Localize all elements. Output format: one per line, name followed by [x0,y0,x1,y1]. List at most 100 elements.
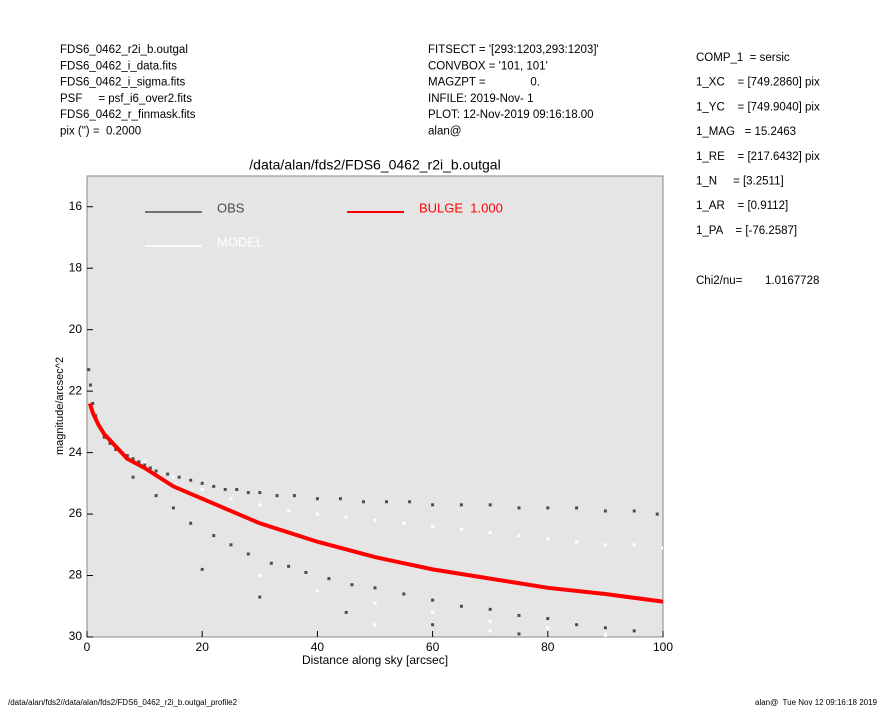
data-point [431,503,435,507]
data-point [661,546,663,550]
data-point [344,610,348,614]
data-point [87,368,91,372]
x-tick-label: 80 [541,640,555,654]
data-point [315,589,319,593]
data-point [137,460,141,464]
data-point [154,494,158,498]
header-left-line: FDS6_0462_r_finmask.fits [60,109,196,121]
data-point [575,623,579,627]
data-point [350,583,354,587]
y-tick-label: 28 [69,568,83,582]
data-point [373,518,377,522]
header-left-line: FDS6_0462_i_data.fits [60,60,177,72]
data-point [91,401,95,405]
data-point [385,500,389,504]
data-point [177,475,181,479]
data-point [200,567,204,571]
x-tick-label: 20 [196,640,210,654]
data-point [459,503,463,507]
data-point [575,540,579,544]
data-point [287,509,291,513]
data-point [632,543,636,547]
header-middle-line: FITSECT = '[293:1203,293:1203]' [428,44,599,56]
data-point [488,607,492,611]
y-tick-label: 18 [69,260,83,274]
data-point [287,564,291,568]
data-point [488,629,492,633]
header-left-line: FDS6_0462_i_sigma.fits [60,77,186,89]
data-point [361,500,365,504]
data-point [603,509,607,513]
header-middle-line: MAGZPT = 0. [428,77,540,89]
data-point [171,475,175,479]
footer-right: alan@ Tue Nov 12 09:16:18 2019 [755,698,878,707]
header-right-line: 1_MAG = 15.2463 [696,126,796,138]
x-axis-label: Distance along sky [arcsec] [302,653,448,667]
data-point [246,491,250,495]
data-point [655,512,659,516]
data-point [546,626,550,630]
data-point [373,601,377,605]
data-point [166,472,170,476]
data-point [315,497,319,501]
x-tick-label: 60 [426,640,440,654]
data-point [171,506,175,510]
x-tick-label: 40 [311,640,325,654]
chi2-value: 1.0167728 [765,275,819,287]
data-point [402,592,406,596]
y-tick-label: 16 [69,199,83,213]
data-point [408,500,412,504]
data-point [338,497,342,501]
data-point [212,534,216,538]
data-point [517,506,521,510]
data-point [235,487,239,491]
y-axis-label: magnitude/arcsec^2 [54,357,66,455]
data-point [517,534,521,538]
data-point [459,527,463,531]
y-tick-label: 22 [69,383,83,397]
data-point [632,629,636,633]
data-point [275,494,279,498]
plot-marks [87,368,663,637]
data-point [125,454,129,458]
plot-area [86,175,664,638]
data-point [131,475,135,479]
data-point [269,561,273,565]
data-point [431,598,435,602]
y-tick-label: 20 [69,322,83,336]
header-middle-line: alan@ [428,126,461,138]
data-point [327,577,331,581]
data-point [229,543,233,547]
x-tick-label: 100 [653,640,673,654]
legend-label: BULGE 1.000 [419,200,503,215]
x-tick-label: 0 [84,640,91,654]
y-tick-label: 30 [69,629,83,643]
legend-label: MODEL [217,234,263,249]
data-point [488,503,492,507]
header-right-line: 1_XC = [749.2860] pix [696,77,820,89]
data-point [373,586,377,590]
data-point [431,524,435,528]
data-point [373,623,377,627]
data-point [603,632,607,636]
header-middle-line: PLOT: 12-Nov-2019 09:16:18.00 [428,109,594,121]
data-point [546,506,550,510]
data-point [292,494,296,498]
data-point [143,463,147,467]
data-point [189,521,193,525]
data-point [517,632,521,636]
header-left-line: FDS6_0462_r2i_b.outgal [60,44,188,56]
header-right-line: 1_RE = [217.6432] pix [696,151,820,163]
data-point [258,574,262,578]
data-point [431,623,435,627]
data-point [258,491,262,495]
data-point [108,441,112,445]
data-point [200,487,204,491]
data-point [143,460,147,464]
data-point [315,512,319,516]
data-point [488,620,492,624]
data-point [344,515,348,519]
data-point [258,595,262,599]
